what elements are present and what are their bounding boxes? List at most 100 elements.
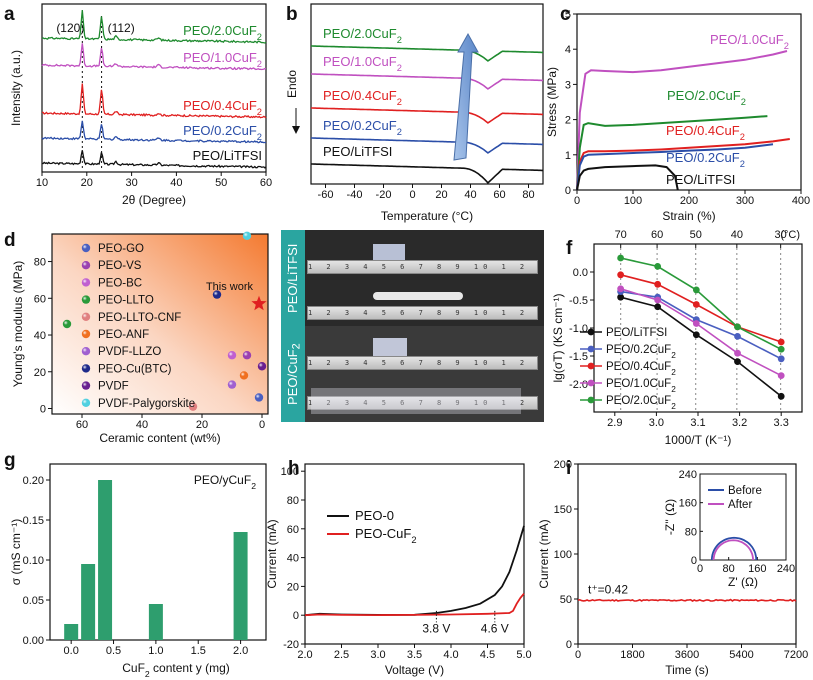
panel-b-x-tick-label-7: 80	[522, 189, 534, 201]
photo-top: PEO/LiTFSI 1 2 3 4 5 6 7 8 9 10 1 2 3 4 …	[281, 230, 544, 326]
panel-f-point-3-3	[734, 349, 741, 357]
panel-h-x-tick-label-5: 4.5	[480, 649, 495, 661]
panel-g-x-tick-label-1: 0.5	[106, 645, 121, 657]
panel-i-inset-legend-label-0: Before	[728, 485, 762, 497]
panel-i-inset-y-tick-label-2: 160	[679, 498, 697, 510]
panel-b-series-0	[311, 45, 543, 62]
panel-d-annotation: This work	[206, 281, 254, 293]
panel-g-xlabel: CuF2 content y (mg)	[122, 661, 230, 679]
panel-f-y-tick-label-4: -2.0	[569, 379, 588, 391]
panel-c-x-tick-label-0: 0	[574, 195, 580, 207]
panel-g-bar-2	[98, 480, 113, 640]
panel-g-bar-0	[64, 624, 79, 640]
panel-g-y-tick-label-2: 0.10	[23, 555, 44, 567]
panel-f-point-3-2	[692, 320, 700, 327]
panel-b-series-3	[311, 137, 543, 154]
panel-i-annotation: t⁺=0.42	[588, 583, 628, 597]
panel-f-point-4-3	[734, 323, 741, 331]
panel-d-point-shine-2	[227, 351, 237, 360]
panel-i-series-0	[577, 598, 797, 602]
panel-a-peak-label-1: (112)	[108, 21, 135, 35]
panel-d-x-tick-label-2: 20	[196, 419, 208, 431]
panel-d-y-tick-label-4: 80	[34, 257, 46, 269]
panel-b-series-label-2: PEO/0.4CuF2	[323, 88, 402, 107]
panel-d-legend-label-3: PEO-LLTO	[98, 295, 154, 307]
panel-d-point-shine-7	[212, 290, 222, 299]
panel-d-legend-shine-4	[81, 312, 91, 321]
panel-a-series-label-2: PEO/0.4CuF2	[183, 98, 262, 117]
panel-f-y-tick-label-2: -1.0	[569, 323, 588, 335]
panel-h-frame	[304, 463, 525, 645]
panel-c-x-tick-label-3: 300	[736, 195, 754, 207]
panel-i-inset-arc-0	[710, 536, 758, 561]
panel-a-series-4	[41, 9, 267, 44]
panel-f-xlabel: 1000/T (K⁻¹)	[665, 433, 732, 447]
panel-c-series-3	[576, 143, 774, 191]
panel-a-x-tick-label-4: 50	[215, 177, 227, 189]
panel-f-legend-marker-0	[587, 328, 595, 336]
ruler-3: 1 2 3 4 5 6 7 8 9 10 1 2 3 4 5 6 7 8 9	[307, 356, 538, 370]
panel-h-x-tick-label-2: 3.0	[370, 649, 385, 661]
panel-h-x-tick-label-0: 2.0	[297, 649, 312, 661]
panel-c-y-tick-label-4: 4	[565, 44, 571, 56]
panel-d-legend-shine-1	[81, 261, 91, 270]
panel-a-series-label-3: PEO/1.0CuF2	[183, 50, 262, 69]
panel-b-series-label-4: PEO/LiTFSI	[323, 144, 392, 159]
panel-f-legend-label-3: PEO/1.0CuF2	[606, 378, 676, 394]
panel-g-y-tick-label-4: 0.20	[23, 475, 44, 487]
panel-b-x-tick-label-6: 60	[493, 189, 505, 201]
panel-d-point-shine-8	[257, 362, 267, 371]
panel-g-bar-3	[148, 604, 163, 640]
panel-a-series-1	[41, 120, 267, 144]
panel-f-point-1-3	[734, 333, 741, 340]
panel-f-top-tick-label-0: 70	[615, 229, 627, 241]
panel-f-point-2-4	[777, 338, 785, 346]
panel-b-endo-arrowhead	[292, 126, 300, 134]
panel-f-legend-marker-2	[587, 362, 595, 370]
panel-f-x-tick-label-0: 2.9	[607, 417, 622, 429]
panel-i-inset-ylabel: -Z'' (Ω)	[663, 499, 677, 535]
ruler-1: 1 2 3 4 5 6 7 8 9 10 1 2 3 4 5 6 7 8 9	[307, 260, 538, 274]
panel-d-label: d	[4, 230, 16, 251]
panel-h-annotation-1: 4.6 V	[481, 621, 509, 635]
panel-c-ylabel: Stress (MPa)	[545, 67, 559, 137]
panel-d-legend-shine-7	[81, 364, 91, 373]
panel-i-x-tick-label-0: 0	[575, 649, 581, 661]
panel-d-legend-label-5: PEO-ANF	[98, 329, 149, 341]
panel-a-series-2	[42, 83, 267, 119]
panel-i-ylabel: Current (mA)	[537, 519, 551, 588]
panel-c-x-tick-label-1: 100	[624, 195, 642, 207]
panel-c-y-tick-label-5: 5	[565, 9, 571, 21]
panel-i-xlabel: Time (s)	[665, 663, 709, 677]
photo-bottom: PEO/CuF2 1 2 3 4 5 6 7 8 9 10 1 2 3 4 5 …	[281, 326, 544, 422]
panel-g-x-tick-label-3: 1.5	[191, 645, 206, 657]
panel-h-y-tick-label-1: 0	[293, 610, 299, 622]
panel-c-series-label-1: PEO/2.0CuF2	[667, 88, 746, 107]
panel-h-ylabel: Current (mA)	[265, 519, 279, 588]
panel-d-legend-shine-6	[81, 347, 91, 356]
panel-a-series-0	[41, 150, 267, 169]
panel-f-point-1-4	[777, 355, 785, 363]
panel-c-series-label-2: PEO/0.4CuF2	[666, 123, 745, 142]
panel-f-top-tick-label-2: 50	[690, 229, 702, 241]
panel-f-x-tick-label-2: 3.1	[690, 417, 705, 429]
panel-f-point-4-4	[777, 345, 785, 353]
panel-g-ylabel: σ (mS cm⁻¹)	[9, 519, 23, 585]
panel-g-bar-4	[233, 532, 248, 640]
panel-e-photos: PEO/LiTFSI 1 2 3 4 5 6 7 8 9 10 1 2 3 4 …	[281, 230, 544, 422]
panel-f-point-0-2	[692, 331, 700, 339]
film-sample-1	[373, 244, 405, 260]
panel-b-label: b	[286, 4, 298, 25]
panel-a-x-tick-label-2: 30	[125, 177, 137, 189]
panel-f-legend-label-4: PEO/2.0CuF2	[606, 395, 676, 411]
photo-label-cuf2: PEO/CuF2	[281, 326, 305, 422]
panel-h-y-tick-label-5: 80	[287, 495, 299, 507]
panel-c-xlabel: Strain (%)	[662, 209, 715, 223]
panel-b-series-1	[311, 73, 543, 90]
panel-b-x-tick-label-1: -40	[347, 189, 363, 201]
panel-g-label: g	[4, 450, 16, 471]
panel-d-xlabel: Ceramic content (wt%)	[99, 431, 220, 445]
panel-f-point-0-3	[734, 358, 741, 365]
panel-d-ylabel: Young's modulus (MPa)	[11, 261, 25, 388]
